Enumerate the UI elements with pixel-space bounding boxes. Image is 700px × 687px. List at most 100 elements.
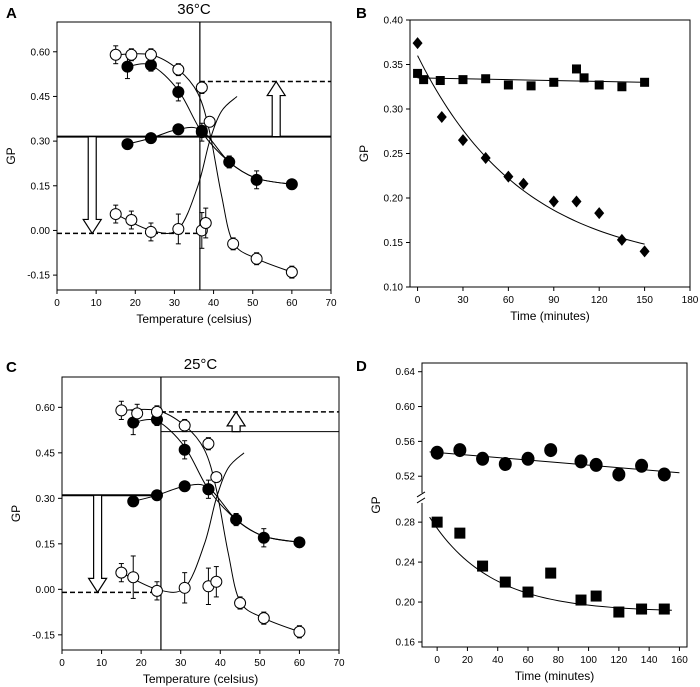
data-point-filled-A [285, 178, 298, 191]
data-point-open-lower-A [144, 225, 157, 238]
data-point-diamonds-B [571, 195, 582, 208]
y-tick-label-D: 0.16 [396, 638, 416, 649]
y-tick-label-A: 0.30 [31, 137, 51, 148]
y-tick-label-C: 0.15 [36, 539, 56, 550]
data-point-circles-D [589, 457, 603, 472]
x-tick-label-C: 40 [215, 658, 227, 669]
data-point-diamonds-B [594, 207, 605, 220]
y-tick-label-D: 0.20 [396, 598, 416, 609]
data-point-open-A [144, 48, 157, 61]
data-point-squares-D [636, 603, 648, 615]
data-point-open-lower-C [293, 625, 306, 638]
x-tick-label-C: 20 [136, 658, 148, 669]
data-point-open-lower-C [115, 566, 128, 579]
data-point-diamonds-B [503, 170, 514, 183]
axis-break-mark-D [416, 497, 426, 504]
data-point-diamonds-B [457, 134, 468, 147]
data-point-squares-B [579, 73, 589, 83]
chart-title-A: 36°C [177, 1, 211, 18]
x-tick-label-C: 50 [254, 658, 266, 669]
data-point-squares-D [613, 606, 625, 618]
data-point-squares-B [458, 75, 468, 85]
data-point-filled-lower-A [144, 132, 157, 145]
plot-frame-A [56, 21, 332, 291]
data-point-circles-D [574, 454, 588, 469]
data-point-open-C [178, 419, 191, 432]
data-point-diamonds-B [616, 233, 627, 246]
data-point-squares-D [545, 567, 557, 579]
x-tick-label-D: 20 [462, 655, 474, 666]
y-tick-label-C: -0.15 [32, 630, 55, 641]
x-tick-label-C: 70 [333, 658, 345, 669]
x-tick-label-D: 40 [492, 655, 504, 666]
y-tick-label-B: 0.10 [384, 283, 404, 294]
y-tick-label-A: 0.45 [31, 92, 51, 103]
data-point-open-A [125, 48, 138, 61]
x-tick-label-D: 60 [522, 655, 534, 666]
panel-letter-D: D [356, 358, 367, 375]
data-point-filled-A [121, 60, 134, 73]
fit-curve-A [115, 53, 293, 273]
y-tick-label-C: 0.60 [36, 403, 56, 414]
data-point-squares-B [571, 64, 581, 74]
x-tick-label-C: 0 [59, 658, 65, 669]
data-point-open-A [109, 48, 122, 61]
x-tick-label-D: 120 [611, 655, 628, 666]
data-point-filled-lower-A [172, 123, 185, 136]
data-point-filled-lower-A [195, 124, 208, 137]
x-tick-label-A: 0 [54, 298, 60, 309]
plot-frame-D [421, 362, 688, 648]
arrow-down-C [87, 494, 108, 594]
y-tick-label-D: 0.64 [396, 367, 416, 378]
y-axis-label-D: GP [369, 496, 383, 513]
y-tick-label-C: 0.30 [36, 494, 56, 505]
fit-curve-A [115, 96, 238, 234]
y-tick-label-D: 0.52 [396, 472, 416, 483]
data-point-squares-B [435, 76, 445, 86]
x-tick-label-B: 30 [457, 295, 469, 306]
data-point-filled-C [230, 513, 243, 526]
y-axis-label-C: GP [9, 505, 23, 522]
data-point-circles-D [657, 467, 671, 482]
x-tick-label-A: 60 [286, 298, 298, 309]
x-axis-label-C: Temperature (celsius) [143, 672, 258, 686]
data-point-open-lower-C [210, 575, 223, 588]
data-point-open-lower-A [250, 252, 263, 265]
data-point-open-lower-A [285, 266, 298, 279]
x-tick-label-B: 150 [636, 295, 653, 306]
axis-break-gap-D [416, 492, 426, 503]
x-tick-label-B: 180 [682, 295, 699, 306]
data-point-diamonds-B [639, 245, 650, 258]
fit-curve-squares-D [429, 516, 672, 611]
chart-title-C: 25°C [184, 356, 218, 373]
x-tick-label-B: 90 [548, 295, 560, 306]
fit-curve-C [121, 452, 245, 593]
data-point-filled-C [257, 531, 270, 544]
x-tick-label-A: 70 [325, 298, 337, 309]
data-point-open-C [210, 471, 223, 484]
data-point-circles-D [453, 443, 467, 458]
fit-line-circles-D [429, 451, 680, 474]
x-tick-label-A: 50 [247, 298, 259, 309]
x-tick-label-C: 60 [294, 658, 306, 669]
data-point-squares-D [658, 603, 670, 615]
x-tick-label-D: 80 [553, 655, 565, 666]
data-point-open-lower-A [109, 208, 122, 221]
y-tick-label-D: 0.28 [396, 518, 416, 529]
data-point-open-lower-C [178, 581, 191, 594]
data-point-filled-A [144, 59, 157, 72]
data-point-circles-D [476, 451, 490, 466]
data-point-open-A [195, 81, 208, 94]
y-tick-label-D: 0.24 [396, 558, 416, 569]
x-axis-label-A: Temperature (celsius) [136, 312, 251, 326]
data-point-open-C [131, 407, 144, 420]
data-point-filled-A [172, 85, 185, 98]
data-point-diamonds-B [518, 177, 529, 190]
data-point-squares-D [454, 527, 466, 539]
panel-letter-B: B [356, 5, 367, 22]
data-point-circles-D [635, 458, 649, 473]
data-point-filled-lower-C [202, 483, 215, 496]
y-tick-label-A: -0.15 [27, 271, 50, 282]
y-tick-label-B: 0.20 [384, 194, 404, 205]
data-point-squares-B [617, 82, 627, 92]
